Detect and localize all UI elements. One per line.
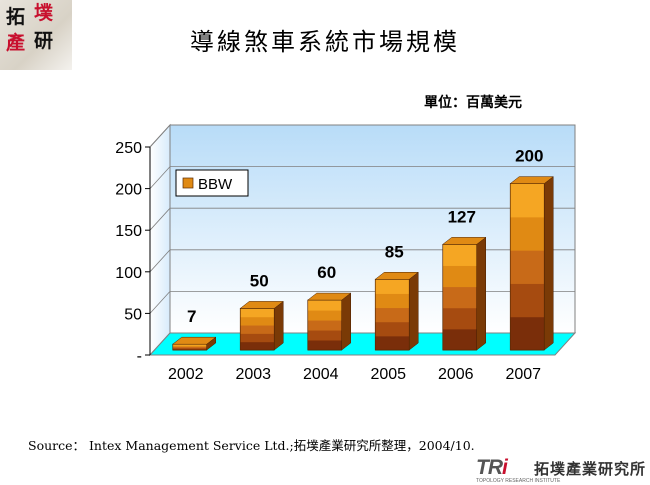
brand-name: 拓墣產業研究所: [534, 460, 647, 478]
bar-band: [172, 344, 207, 346]
brand-i: i: [502, 456, 508, 479]
bar-top: [509, 176, 554, 184]
bar-band: [375, 307, 410, 323]
bar: [172, 336, 217, 351]
bar-band: [240, 308, 275, 318]
bar-band: [307, 340, 342, 351]
bar-band: [240, 325, 275, 334]
bar-side: [544, 176, 554, 351]
bar-band: [442, 328, 477, 351]
bar-top: [172, 336, 217, 345]
bar-side: [341, 292, 351, 351]
footer-logo: TRi TOPOLOGY RESEARCH INSTITUTE 拓墣產業研究所: [476, 456, 645, 484]
bar-band: [375, 293, 410, 309]
bar-band: [375, 279, 410, 294]
bar-band: [172, 346, 207, 349]
y-tick-label: 250: [115, 140, 142, 157]
bar-band: [510, 183, 545, 218]
unit-label: 單位：百萬美元: [424, 95, 522, 111]
bar-band: [172, 347, 207, 350]
bar-top: [307, 292, 352, 301]
y-tick-label: 50: [124, 306, 142, 323]
bar-band: [307, 310, 342, 321]
logo-char: 產: [6, 32, 26, 54]
bars: [172, 176, 554, 351]
gridline-side: [149, 291, 171, 314]
x-tick-label: 2005: [370, 366, 406, 383]
data-label: 60: [317, 263, 336, 282]
y-tick-label: 200: [115, 182, 142, 199]
bar-top: [239, 301, 284, 309]
legend: BBW: [175, 169, 249, 197]
bar-band: [510, 250, 545, 284]
bar-band: [375, 335, 410, 351]
bar: [374, 271, 419, 351]
data-label: 7: [187, 307, 196, 326]
gridline-side: [149, 249, 171, 273]
bar-band: [510, 283, 545, 318]
bar-top: [442, 237, 487, 245]
bar-band: [307, 330, 342, 341]
legend-label: BBW: [198, 176, 233, 193]
x-tick-label: 2004: [303, 366, 339, 383]
gridlines: [149, 124, 575, 314]
bar: [442, 236, 487, 351]
gridline-side: [149, 124, 171, 148]
bar-band: [307, 320, 342, 331]
gridline-side: [149, 207, 171, 231]
y-tick-label: 150: [115, 223, 142, 240]
data-label: 127: [448, 207, 476, 226]
logo: 拓 墣 產 研: [0, 0, 72, 70]
x-tick-label: 2003: [235, 366, 271, 383]
logo-char: 墣: [34, 2, 54, 24]
logo-char: 拓: [6, 6, 26, 28]
bar-band: [442, 244, 477, 266]
data-label: 50: [250, 271, 269, 290]
source-note: Source： Intex Management Service Ltd.;拓墣…: [28, 438, 475, 453]
bar-band: [442, 265, 477, 288]
bar: [307, 292, 352, 351]
legend-swatch: [182, 177, 194, 189]
bar-band: [375, 321, 410, 337]
bar-band: [240, 333, 275, 343]
brand-subtitle: TOPOLOGY RESEARCH INSTITUTE: [476, 478, 561, 484]
legend-box: [175, 169, 249, 197]
y-axis-ticks: - 50 100 150 200 250: [115, 140, 151, 365]
x-tick-label: 2002: [168, 366, 204, 383]
data-label: 200: [515, 147, 543, 166]
gridline-side: [149, 166, 171, 189]
bar-band: [240, 341, 275, 351]
bar-band: [307, 300, 342, 311]
logo-char: 研: [34, 30, 54, 52]
bar-band: [510, 316, 545, 351]
bar-band: [510, 216, 545, 251]
brand-tri: TRi: [476, 456, 508, 479]
data-labels: 7 50 60 85 127 200: [187, 147, 543, 327]
bar-side: [274, 300, 284, 351]
bar-band: [240, 316, 275, 326]
page-title: 導線煞車系統市場規模: [190, 28, 460, 56]
brand-tr: TR: [476, 456, 503, 479]
bar-band: [442, 286, 477, 309]
bar-top: [374, 272, 419, 280]
bar-side: [476, 236, 486, 351]
bar-band: [442, 307, 477, 330]
y-tick-label: -: [137, 348, 142, 365]
bar-side: [409, 271, 419, 351]
data-label: 85: [385, 242, 404, 261]
bar: [509, 176, 554, 351]
bar: [239, 300, 284, 351]
x-tick-label: 2006: [438, 366, 474, 383]
x-tick-label: 2007: [505, 366, 541, 383]
side-wall: [149, 123, 171, 357]
bar-band: [172, 345, 207, 348]
x-axis-ticks: 2002 2003 2004 2005 2006 2007: [168, 366, 541, 383]
y-tick-label: 100: [115, 265, 142, 282]
